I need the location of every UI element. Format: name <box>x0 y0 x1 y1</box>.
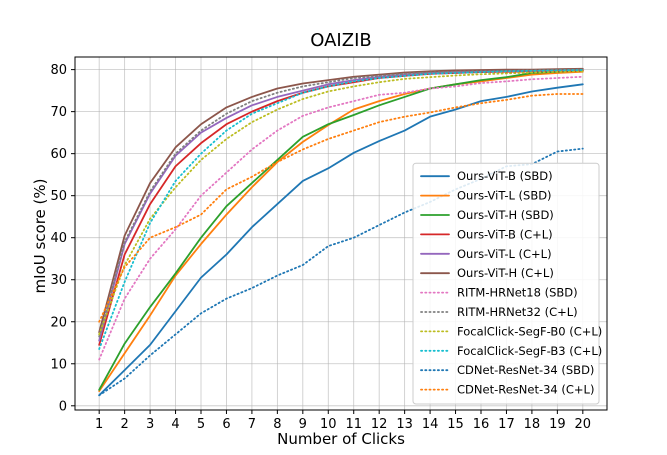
legend-label: Ours-ViT-B (SBD) <box>457 169 553 183</box>
series-line-9 <box>98 70 584 336</box>
series-line-12 <box>98 93 584 323</box>
legend-label: CDNet-ResNet-34 (SBD) <box>457 363 594 377</box>
x-tick-label: 15 <box>447 417 464 432</box>
x-tick-label: 18 <box>524 417 541 432</box>
legend-label: RITM-HRNet18 (SBD) <box>457 286 578 300</box>
legend-label: Ours-ViT-B (C+L) <box>457 227 553 241</box>
series-line-3 <box>98 69 584 391</box>
legend-label: FocalClick-SegF-B3 (C+L) <box>457 344 602 358</box>
legend-label: Ours-ViT-H (C+L) <box>457 266 554 280</box>
x-tick-label: 13 <box>396 417 413 432</box>
legend-label: Ours-ViT-L (SBD) <box>457 189 552 203</box>
y-tick-label: 40 <box>50 231 67 246</box>
x-tick-label: 17 <box>498 417 515 432</box>
y-tick-label: 50 <box>50 189 67 204</box>
y-axis-title: mIoU score (%) <box>31 179 49 294</box>
x-tick-label: 12 <box>371 417 388 432</box>
x-tick-label: 8 <box>273 417 281 432</box>
legend-label: Ours-ViT-L (C+L) <box>457 247 552 261</box>
series-line-2 <box>98 70 584 392</box>
series-lines <box>98 67 584 397</box>
x-tick-label: 10 <box>320 417 337 432</box>
x-tick-label: 11 <box>345 417 362 432</box>
y-tick-label: 80 <box>50 63 67 78</box>
x-tick-label: 7 <box>248 417 256 432</box>
x-axis-title: Number of Clicks <box>277 430 405 448</box>
x-tick-label: 20 <box>575 417 592 432</box>
y-tick-label: 10 <box>50 357 67 372</box>
series-line-10 <box>98 69 584 350</box>
legend-label: RITM-HRNet32 (C+L) <box>457 305 578 319</box>
x-tick-label: 6 <box>222 417 230 432</box>
x-tick-label: 4 <box>171 417 179 432</box>
x-tick-label: 1 <box>95 417 103 432</box>
legend-label: CDNet-ResNet-34 (C+L) <box>457 383 594 397</box>
legend-box <box>412 162 600 405</box>
plot-frame <box>74 56 608 411</box>
legend-label: FocalClick-SegF-B0 (C+L) <box>457 324 602 338</box>
chart-title: OAIZIB <box>310 30 371 51</box>
legend: Ours-ViT-B (SBD) Ours-ViT-L (SBD) Ours-ViT… <box>412 162 602 405</box>
series-line-7 <box>98 75 584 361</box>
axes <box>71 56 608 414</box>
y-tick-label: 70 <box>50 105 67 120</box>
x-tick-label: 9 <box>299 417 307 432</box>
x-tick-label: 3 <box>146 417 154 432</box>
series-line-6 <box>98 67 584 334</box>
y-tick-label: 60 <box>50 147 67 162</box>
tick-labels: 1 2 3 4 5 6 7 8 9 10 11 12 13 14 15 16 17 18 19 20010203040… <box>50 63 591 432</box>
y-tick-label: 20 <box>50 315 67 330</box>
y-tick-label: 0 <box>59 399 67 414</box>
x-tick-label: 5 <box>197 417 205 432</box>
x-tick-label: 16 <box>473 417 490 432</box>
x-tick-label: 2 <box>120 417 128 432</box>
x-tick-label: 14 <box>422 417 439 432</box>
x-tick-label: 19 <box>549 417 566 432</box>
y-tick-label: 30 <box>50 273 67 288</box>
series-line-1 <box>98 83 584 397</box>
legend-label: Ours-ViT-H (SBD) <box>457 208 554 222</box>
